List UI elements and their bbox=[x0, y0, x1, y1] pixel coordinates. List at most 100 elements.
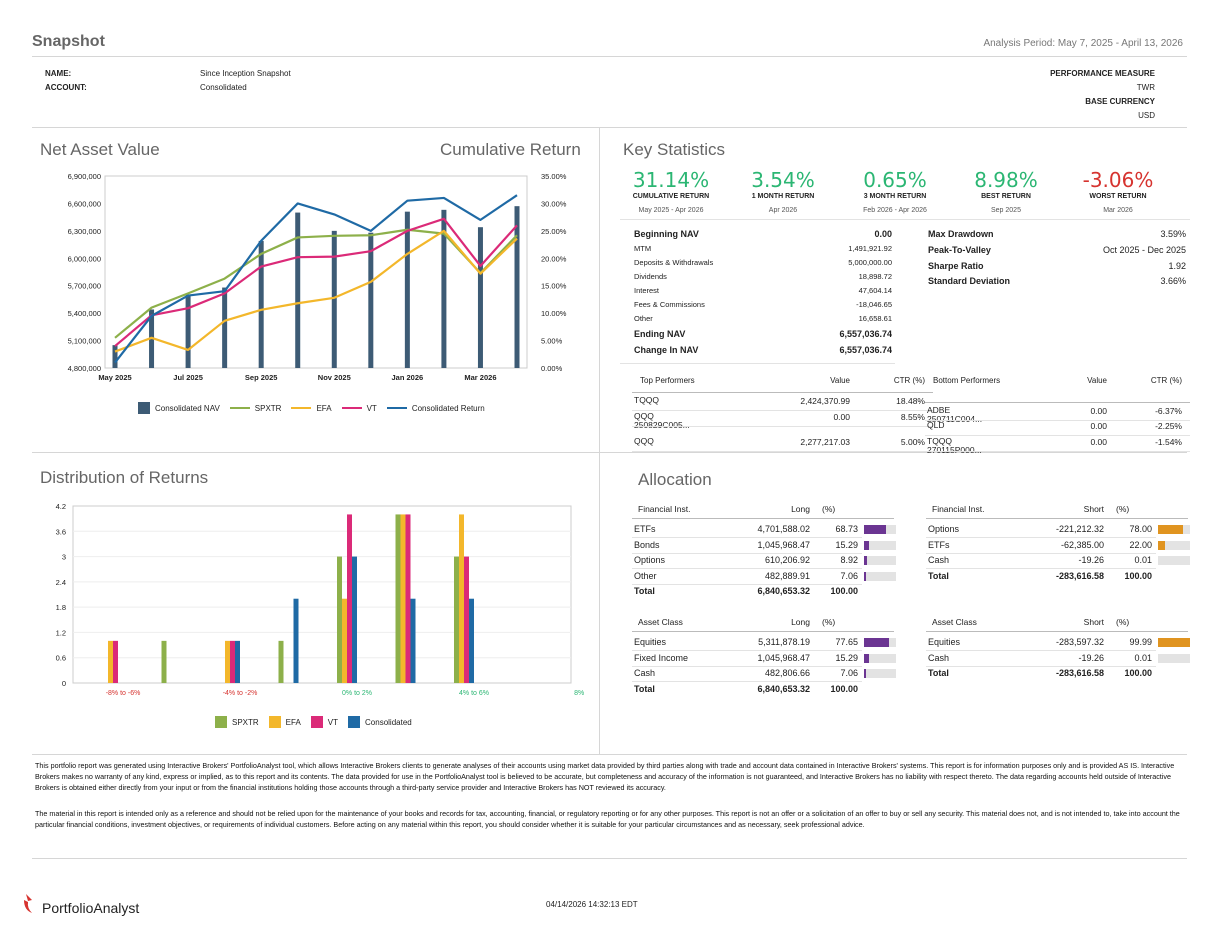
alloc-row-pct: 99.99 bbox=[1129, 637, 1152, 647]
alloc-row-bar-fill bbox=[864, 669, 866, 678]
disclaimer-divider bbox=[32, 754, 1187, 755]
nav-bar bbox=[404, 211, 410, 368]
dist-bar bbox=[347, 514, 352, 683]
dist-bar bbox=[337, 556, 342, 683]
risk-value: 3.66% bbox=[1160, 276, 1186, 286]
alloc-row-value: 482,889.91 bbox=[764, 570, 810, 581]
stat-label: WORST RETURN bbox=[1089, 193, 1147, 200]
alloc-header-value: Long bbox=[791, 504, 810, 514]
dist-bar bbox=[293, 598, 299, 683]
risk-value: Oct 2025 - Dec 2025 bbox=[1102, 245, 1186, 255]
nav-bar bbox=[222, 287, 228, 368]
alloc-row-line bbox=[632, 681, 862, 682]
alloc-header-line bbox=[632, 518, 894, 519]
nav-y-tick: 6,000,000 bbox=[68, 254, 101, 263]
stat-label: 1 MONTH RETURN bbox=[751, 193, 815, 200]
dist-plot-frame bbox=[72, 505, 572, 684]
brand-name: PortfolioAnalyst bbox=[42, 900, 140, 916]
name-label: NAME: bbox=[45, 69, 72, 78]
dist-x-tick: -4% to -2% bbox=[223, 690, 258, 697]
perf-row-value: 2,277,217.03 bbox=[800, 437, 850, 447]
alloc-row-bar-fill bbox=[864, 556, 867, 565]
perf-row-value: 0.00 bbox=[1090, 437, 1107, 447]
alloc-row-value: -19.26 bbox=[1078, 555, 1104, 565]
perf-row-value: 0.00 bbox=[1090, 421, 1107, 431]
stat-label: BEST RETURN bbox=[981, 193, 1031, 200]
nav-y-tick: 5,700,000 bbox=[68, 282, 101, 291]
stat-date: May 2025 - Apr 2026 bbox=[638, 207, 704, 214]
alloc-row-pct: 78.00 bbox=[1129, 524, 1152, 534]
account-label: ACCOUNT: bbox=[45, 83, 87, 92]
nav-row-value: 16,658.61 bbox=[858, 314, 892, 323]
alloc-row-label: Other bbox=[634, 570, 657, 581]
legend-spxtr: SPXTR bbox=[229, 402, 281, 414]
nav-row-label: Fees & Commissions bbox=[634, 300, 705, 309]
nav-x-tick: Nov 2025 bbox=[318, 373, 351, 382]
alloc-row-value: 610,206.92 bbox=[764, 555, 810, 565]
stat-value: -3.06% bbox=[1082, 168, 1154, 192]
stat-value: 0.65% bbox=[863, 168, 927, 192]
risk-label: Peak-To-Valley bbox=[928, 245, 991, 255]
nav-rows-divider bbox=[620, 363, 895, 364]
alloc-row-line bbox=[632, 552, 862, 554]
perf-row-name: QQQ 250829C005... bbox=[634, 411, 690, 430]
alloc-total-pct: 100.00 bbox=[830, 586, 858, 596]
nav-row-value: 18,898.72 bbox=[858, 272, 892, 281]
alloc-row-pct: 0.01 bbox=[1134, 555, 1152, 565]
nav-bar bbox=[368, 232, 374, 368]
dist-bar bbox=[230, 640, 235, 683]
alloc-row-value: 4,701,588.02 bbox=[757, 524, 810, 534]
legend-consolidated-return: Consolidated Return bbox=[386, 402, 485, 414]
dist-y-tick: 0.6 bbox=[56, 654, 66, 663]
alloc-total-label: Total bbox=[634, 683, 655, 694]
risk-label: Max Drawdown bbox=[928, 229, 994, 239]
nav-legend: Consolidated NAV SPXTR EFA VT Consolidat… bbox=[138, 402, 495, 414]
alloc-row-bar-fill bbox=[1158, 525, 1183, 534]
alloc-row-value: -221,212.32 bbox=[1055, 524, 1104, 534]
alloc-row-label: Equities bbox=[634, 637, 667, 647]
alloc-total-value: -283,616.58 bbox=[1055, 570, 1104, 581]
mid-divider bbox=[32, 452, 1187, 453]
stat-label: CUMULATIVE RETURN bbox=[632, 193, 710, 200]
perf-row-line bbox=[632, 410, 933, 411]
dist-x-tick: 8% to 10% bbox=[574, 690, 585, 697]
perf-row-name: TQQQ 270115P000... bbox=[927, 436, 982, 455]
dist-bar bbox=[225, 640, 230, 683]
dist-x-tick: 4% to 6% bbox=[459, 690, 489, 697]
alloc-row-bar-fill bbox=[864, 540, 869, 550]
vt-line bbox=[114, 217, 518, 347]
perf-header: CTR (%) bbox=[893, 376, 925, 385]
nav-y-tick: 4,800,000 bbox=[68, 364, 101, 373]
allocation-title: Allocation bbox=[638, 470, 712, 489]
alloc-total-pct: 100.00 bbox=[830, 683, 858, 694]
stats-divider bbox=[620, 219, 1190, 220]
alloc-row-bar-fill bbox=[864, 653, 869, 663]
return-y-tick: 0.00% bbox=[541, 364, 563, 373]
dist-x-tick: 0% to 2% bbox=[342, 690, 372, 697]
dist-y-tick: 2.4 bbox=[56, 578, 66, 587]
nav-panel-title: Net Asset Value bbox=[40, 140, 160, 159]
nav-row-label: Deposits & Withdrawals bbox=[634, 258, 714, 267]
alloc-header-label: Asset Class bbox=[932, 617, 977, 627]
nav-row-label: Change In NAV bbox=[634, 345, 699, 355]
nav-bar bbox=[514, 206, 520, 368]
dist-x-tick: -8% to -6% bbox=[106, 690, 141, 697]
distribution-title: Distribution of Returns bbox=[40, 468, 209, 487]
disclaimer-p2: The material in this report is intended … bbox=[35, 809, 1180, 829]
nav-bar bbox=[331, 230, 337, 368]
alloc-row-value: 5,311,878.19 bbox=[758, 637, 810, 647]
alloc-row-bar-fill bbox=[864, 638, 889, 647]
alloc-row-label: Fixed Income bbox=[634, 652, 689, 663]
nav-bar bbox=[185, 294, 191, 368]
alloc-row-label: Options bbox=[634, 555, 666, 565]
alloc-row-bar-fill bbox=[1158, 638, 1190, 647]
dist-bar bbox=[113, 640, 118, 683]
alloc-row-pct: 68.73 bbox=[835, 524, 858, 534]
perf-row-line bbox=[925, 420, 1190, 421]
alloc-row-bar bbox=[864, 638, 896, 647]
alloc-total-value: 6,840,653.32 bbox=[757, 586, 810, 596]
nav-row-value: 0.00 bbox=[874, 229, 892, 239]
alloc-row-bar bbox=[1158, 540, 1190, 550]
consolidated-return-line bbox=[114, 194, 518, 364]
alloc-row-bar bbox=[1158, 653, 1190, 663]
